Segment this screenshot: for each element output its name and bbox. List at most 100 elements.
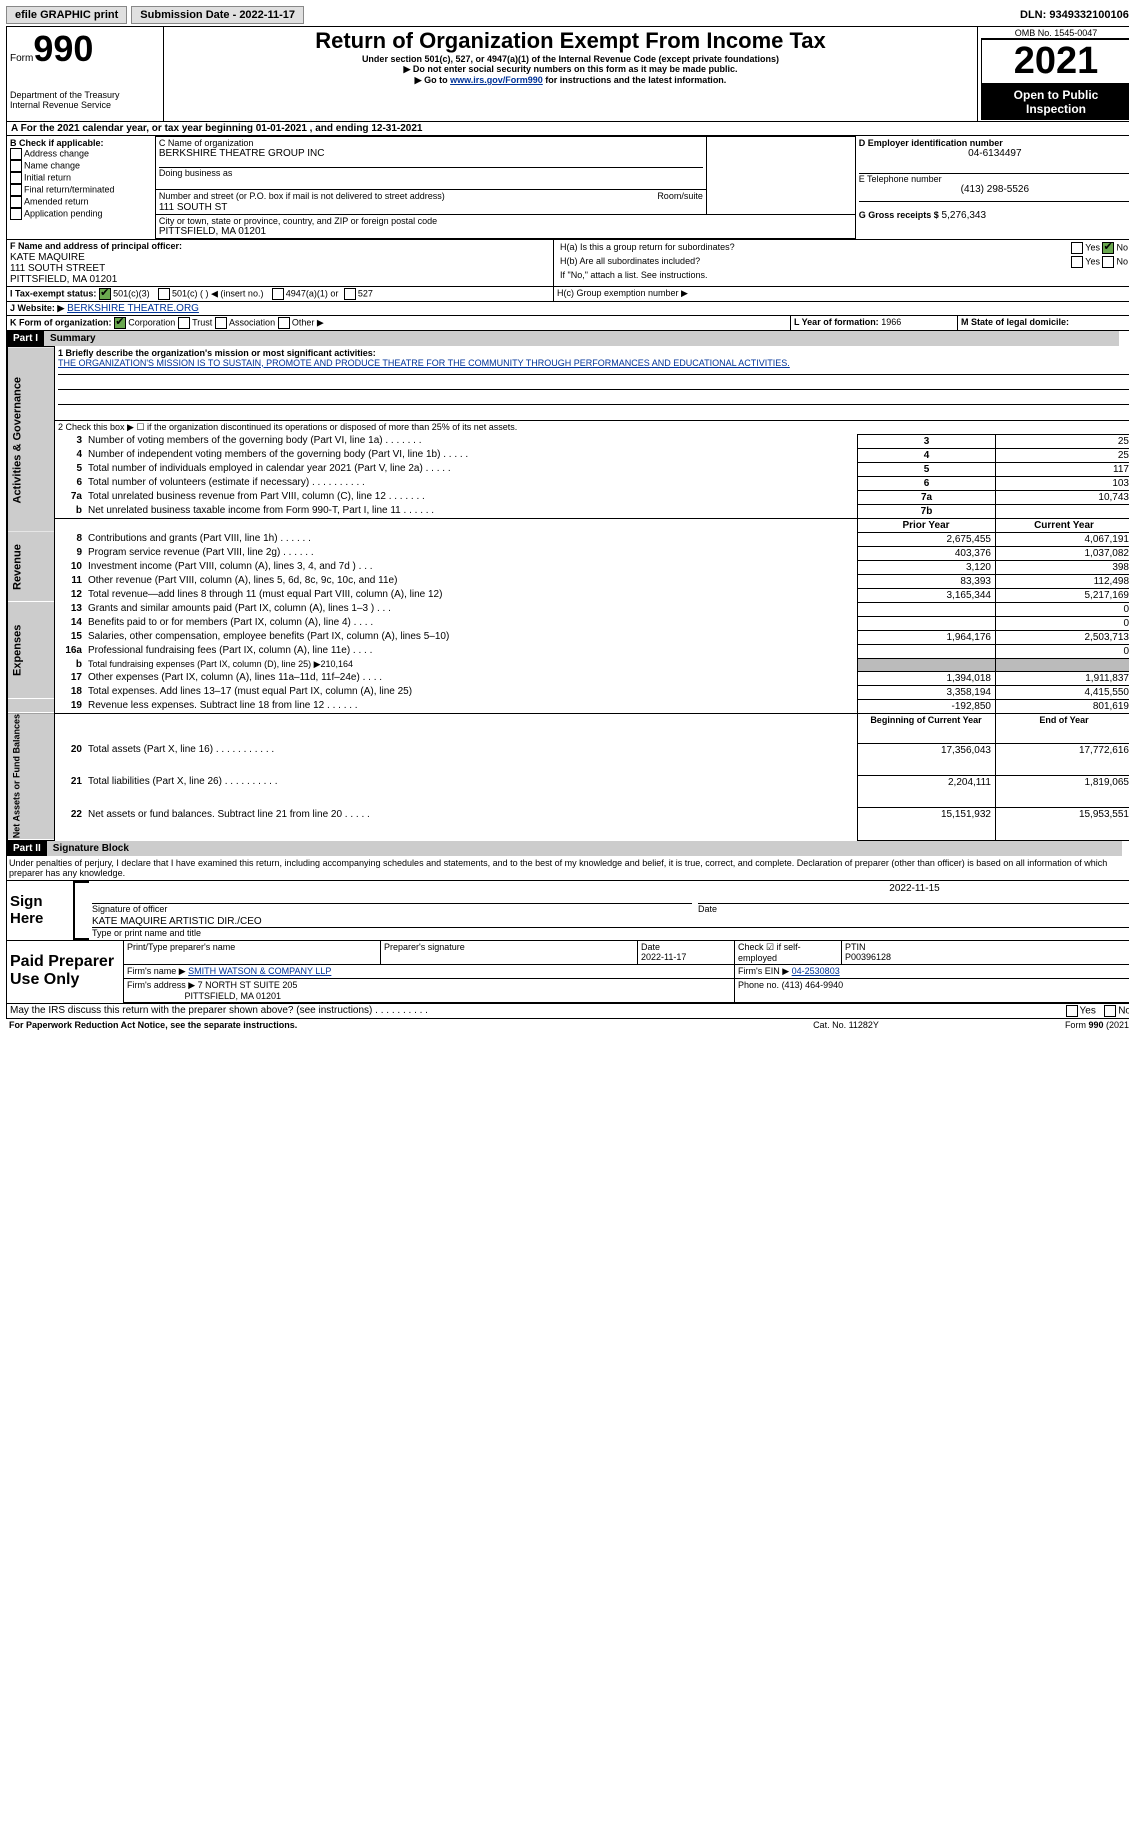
- checkbox-name-change[interactable]: [10, 160, 22, 172]
- ln20-text: Total assets (Part X, line 16) . . . . .…: [85, 743, 858, 775]
- note-goto-pre: ▶ Go to: [415, 75, 450, 85]
- i-501c3-checkbox[interactable]: [99, 288, 111, 300]
- k-corp-checkbox[interactable]: [114, 317, 126, 329]
- i-501c-checkbox[interactable]: [158, 288, 170, 300]
- ln12-py: 3,165,344: [858, 588, 996, 602]
- ln5-num: 5: [55, 462, 86, 476]
- ln19-num: 19: [55, 699, 86, 713]
- prep-check-label: Check ☑ if self-employed: [735, 940, 842, 964]
- open-to-public: Open to Public Inspection: [981, 84, 1129, 120]
- submission-date: Submission Date - 2022-11-17: [131, 6, 304, 24]
- side-rev: Revenue: [8, 532, 55, 602]
- ln7a-text: Total unrelated business revenue from Pa…: [85, 490, 858, 504]
- sign-here-block: Sign Here Signature of officer 2022-11-1…: [7, 881, 1129, 940]
- opt-addr-change: Address change: [24, 148, 89, 158]
- ln8-text: Contributions and grants (Part VIII, lin…: [85, 532, 858, 546]
- ptin-label: PTIN: [845, 942, 866, 952]
- ln18-text: Total expenses. Add lines 13–17 (must eq…: [85, 685, 858, 699]
- ln16b-cy: [996, 658, 1129, 671]
- i-527-checkbox[interactable]: [344, 288, 356, 300]
- ln8-cy: 4,067,191: [996, 532, 1129, 546]
- officer-name: KATE MAQUIRE: [10, 252, 85, 263]
- note-goto-post: for instructions and the latest informat…: [543, 75, 727, 85]
- ln7a-num: 7a: [55, 490, 86, 504]
- ein-value: 04-6134497: [859, 148, 1129, 159]
- firm-ein-link[interactable]: 04-2530803: [792, 966, 840, 976]
- l2-text: 2 Check this box ▶ ☐ if the organization…: [55, 420, 1129, 434]
- i-501c: 501(c) ( ) ◀ (insert no.): [172, 289, 263, 299]
- firm-phone-value: (413) 464-9940: [782, 980, 844, 990]
- footer-left: For Paperwork Reduction Act Notice, see …: [6, 1019, 743, 1031]
- ln8-py: 2,675,455: [858, 532, 996, 546]
- room-label: Room/suite: [657, 191, 703, 201]
- tax-year: 2021: [981, 39, 1129, 84]
- ha-yes-checkbox[interactable]: [1071, 242, 1083, 254]
- k-other: Other ▶: [292, 318, 324, 328]
- discuss-yes-checkbox[interactable]: [1066, 1005, 1078, 1017]
- k-assoc-checkbox[interactable]: [215, 317, 227, 329]
- ln15-num: 15: [55, 630, 86, 644]
- side-na: Net Assets or Fund Balances: [8, 713, 55, 840]
- checkbox-pending[interactable]: [10, 208, 22, 220]
- checkbox-addr-change[interactable]: [10, 148, 22, 160]
- ln22-num: 22: [55, 808, 86, 840]
- ln6-val: 103: [996, 476, 1129, 490]
- ln15-py: 1,964,176: [858, 630, 996, 644]
- i-4947: 4947(a)(1) or: [286, 289, 339, 299]
- ha-label: H(a) Is this a group return for subordin…: [557, 241, 983, 255]
- ln22-py: 15,151,932: [858, 808, 996, 840]
- ln13-cy: 0: [996, 602, 1129, 616]
- form-label: Form: [10, 53, 33, 64]
- ln14-cy: 0: [996, 616, 1129, 630]
- efile-button[interactable]: efile GRAPHIC print: [6, 6, 127, 24]
- ln3-text: Number of voting members of the governin…: [85, 434, 858, 448]
- ln3-num: 3: [55, 434, 86, 448]
- ln15-cy: 2,503,713: [996, 630, 1129, 644]
- checkbox-amended[interactable]: [10, 196, 22, 208]
- omb-number: OMB No. 1545-0047: [981, 28, 1129, 39]
- ln4-text: Number of independent voting members of …: [85, 448, 858, 462]
- discuss-yes: Yes: [1080, 1005, 1096, 1016]
- k-trust-checkbox[interactable]: [178, 317, 190, 329]
- checkbox-final[interactable]: [10, 184, 22, 196]
- i-4947-checkbox[interactable]: [272, 288, 284, 300]
- ln7a-val: 10,743: [996, 490, 1129, 504]
- ln16b-py: [858, 658, 996, 671]
- dept-treasury: Department of the Treasury: [10, 90, 160, 100]
- hb-no-checkbox[interactable]: [1102, 256, 1114, 268]
- sign-here-label: Sign Here: [7, 882, 74, 939]
- firm-name-link[interactable]: SMITH WATSON & COMPANY LLP: [188, 966, 331, 976]
- mission-text[interactable]: THE ORGANIZATION'S MISSION IS TO SUSTAIN…: [58, 358, 790, 368]
- website-link[interactable]: BERKSHIRE THEATRE.ORG: [67, 303, 199, 314]
- checkbox-initial[interactable]: [10, 172, 22, 184]
- part1-table: Activities & Governance 1 Briefly descri…: [7, 346, 1129, 841]
- period-line: A For the 2021 calendar year, or tax yea…: [7, 121, 1129, 136]
- opt-final: Final return/terminated: [24, 184, 115, 194]
- sig-date-label: Date: [698, 904, 1129, 914]
- ha-no-checkbox[interactable]: [1102, 242, 1114, 254]
- ha-yes: Yes: [1085, 242, 1100, 252]
- ln16a-cy: 0: [996, 644, 1129, 658]
- header-block: Form990 Department of the Treasury Inter…: [7, 27, 1129, 121]
- ln16b-num: b: [55, 658, 86, 671]
- ln5-text: Total number of individuals employed in …: [85, 462, 858, 476]
- note-goto: ▶ Go to www.irs.gov/Form990 for instruct…: [167, 75, 974, 86]
- hb-yes: Yes: [1085, 256, 1100, 266]
- ln17-py: 1,394,018: [858, 671, 996, 685]
- form-title: Return of Organization Exempt From Incom…: [167, 28, 974, 54]
- hb-yes-checkbox[interactable]: [1071, 256, 1083, 268]
- discuss-no-checkbox[interactable]: [1104, 1005, 1116, 1017]
- ln18-num: 18: [55, 685, 86, 699]
- ha-no: No: [1116, 242, 1128, 252]
- ln15-text: Salaries, other compensation, employee b…: [85, 630, 858, 644]
- city-label: City or town, state or province, country…: [159, 216, 852, 226]
- ln14-py: [858, 616, 996, 630]
- irs-link[interactable]: www.irs.gov/Form990: [450, 75, 543, 85]
- box-m-label: M State of legal domicile:: [961, 317, 1069, 327]
- ln13-text: Grants and similar amounts paid (Part IX…: [85, 602, 858, 616]
- ln14-text: Benefits paid to or for members (Part IX…: [85, 616, 858, 630]
- ln21-cy: 1,819,065: [996, 775, 1129, 807]
- firm-addr2: PITTSFIELD, MA 01201: [185, 991, 282, 1001]
- box-d-label: D Employer identification number: [859, 138, 1129, 148]
- k-other-checkbox[interactable]: [278, 317, 290, 329]
